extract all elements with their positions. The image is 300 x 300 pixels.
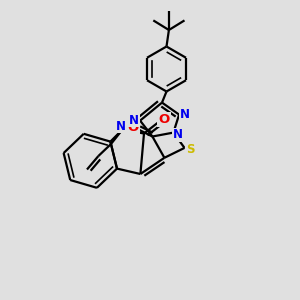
Text: N: N bbox=[129, 113, 139, 127]
Text: N: N bbox=[180, 107, 190, 121]
Text: S: S bbox=[186, 143, 194, 156]
Text: O: O bbox=[158, 112, 170, 126]
Text: N: N bbox=[173, 128, 183, 142]
Text: N: N bbox=[116, 119, 126, 133]
Text: O: O bbox=[127, 121, 139, 134]
